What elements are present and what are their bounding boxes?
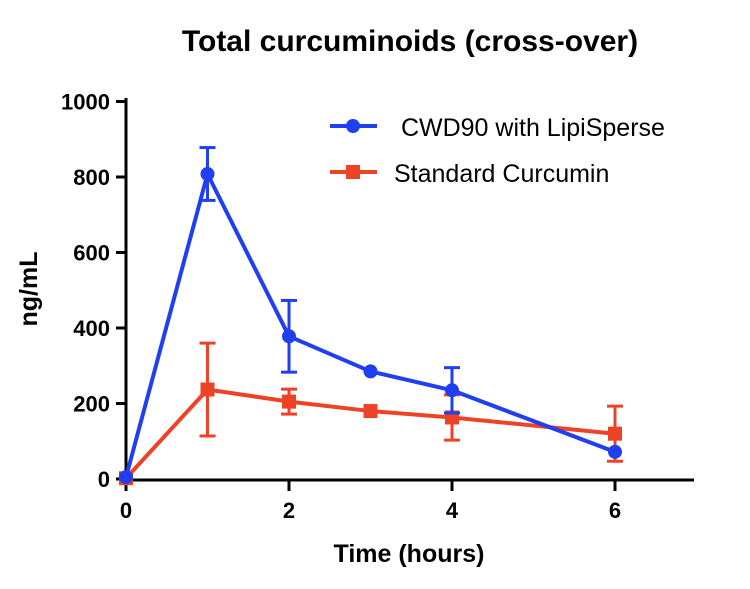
x-tick-label: 4 xyxy=(446,498,459,523)
data-point xyxy=(608,444,622,459)
chart-title: Total curcuminoids (cross-over) xyxy=(182,25,638,58)
x-axis-title: Time (hours) xyxy=(334,540,485,568)
x-tick-label: 0 xyxy=(120,498,132,523)
y-tick-label: 1000 xyxy=(61,90,110,115)
x-ticks: 0 2 4 6 xyxy=(120,480,621,523)
legend: CWD90 with LipiSperse Standard Curcumin xyxy=(330,114,665,188)
data-point xyxy=(282,329,296,344)
x-tick-label: 2 xyxy=(283,498,295,523)
y-ticks: 0 200 400 600 800 1000 xyxy=(61,90,126,492)
legend-entry-cwd90: CWD90 with LipiSperse xyxy=(330,114,665,142)
series-0 xyxy=(119,146,622,485)
y-tick-label: 600 xyxy=(73,241,110,266)
data-point xyxy=(445,383,459,398)
legend-label-standard: Standard Curcumin xyxy=(394,160,609,188)
data-point xyxy=(282,394,296,409)
y-axis-title: ng/mL xyxy=(15,252,43,327)
data-point xyxy=(608,426,622,441)
series-1 xyxy=(119,341,623,486)
data-point xyxy=(200,166,215,181)
series-line xyxy=(124,387,616,480)
legend-marker-cwd90 xyxy=(346,119,360,133)
legend-entry-standard: Standard Curcumin xyxy=(330,160,609,188)
data-point xyxy=(119,470,133,485)
x-tick-label: 6 xyxy=(609,498,621,523)
series-line xyxy=(124,171,616,478)
data-point xyxy=(363,404,378,419)
legend-marker-standard xyxy=(346,165,360,179)
series-layer xyxy=(119,146,623,486)
y-tick-label: 400 xyxy=(73,316,110,341)
data-point xyxy=(363,364,378,379)
legend-label-cwd90: CWD90 with LipiSperse xyxy=(394,114,665,142)
y-tick-label: 800 xyxy=(73,165,110,190)
y-tick-label: 200 xyxy=(73,392,110,417)
y-tick-label: 0 xyxy=(98,467,110,492)
data-point xyxy=(200,382,215,397)
